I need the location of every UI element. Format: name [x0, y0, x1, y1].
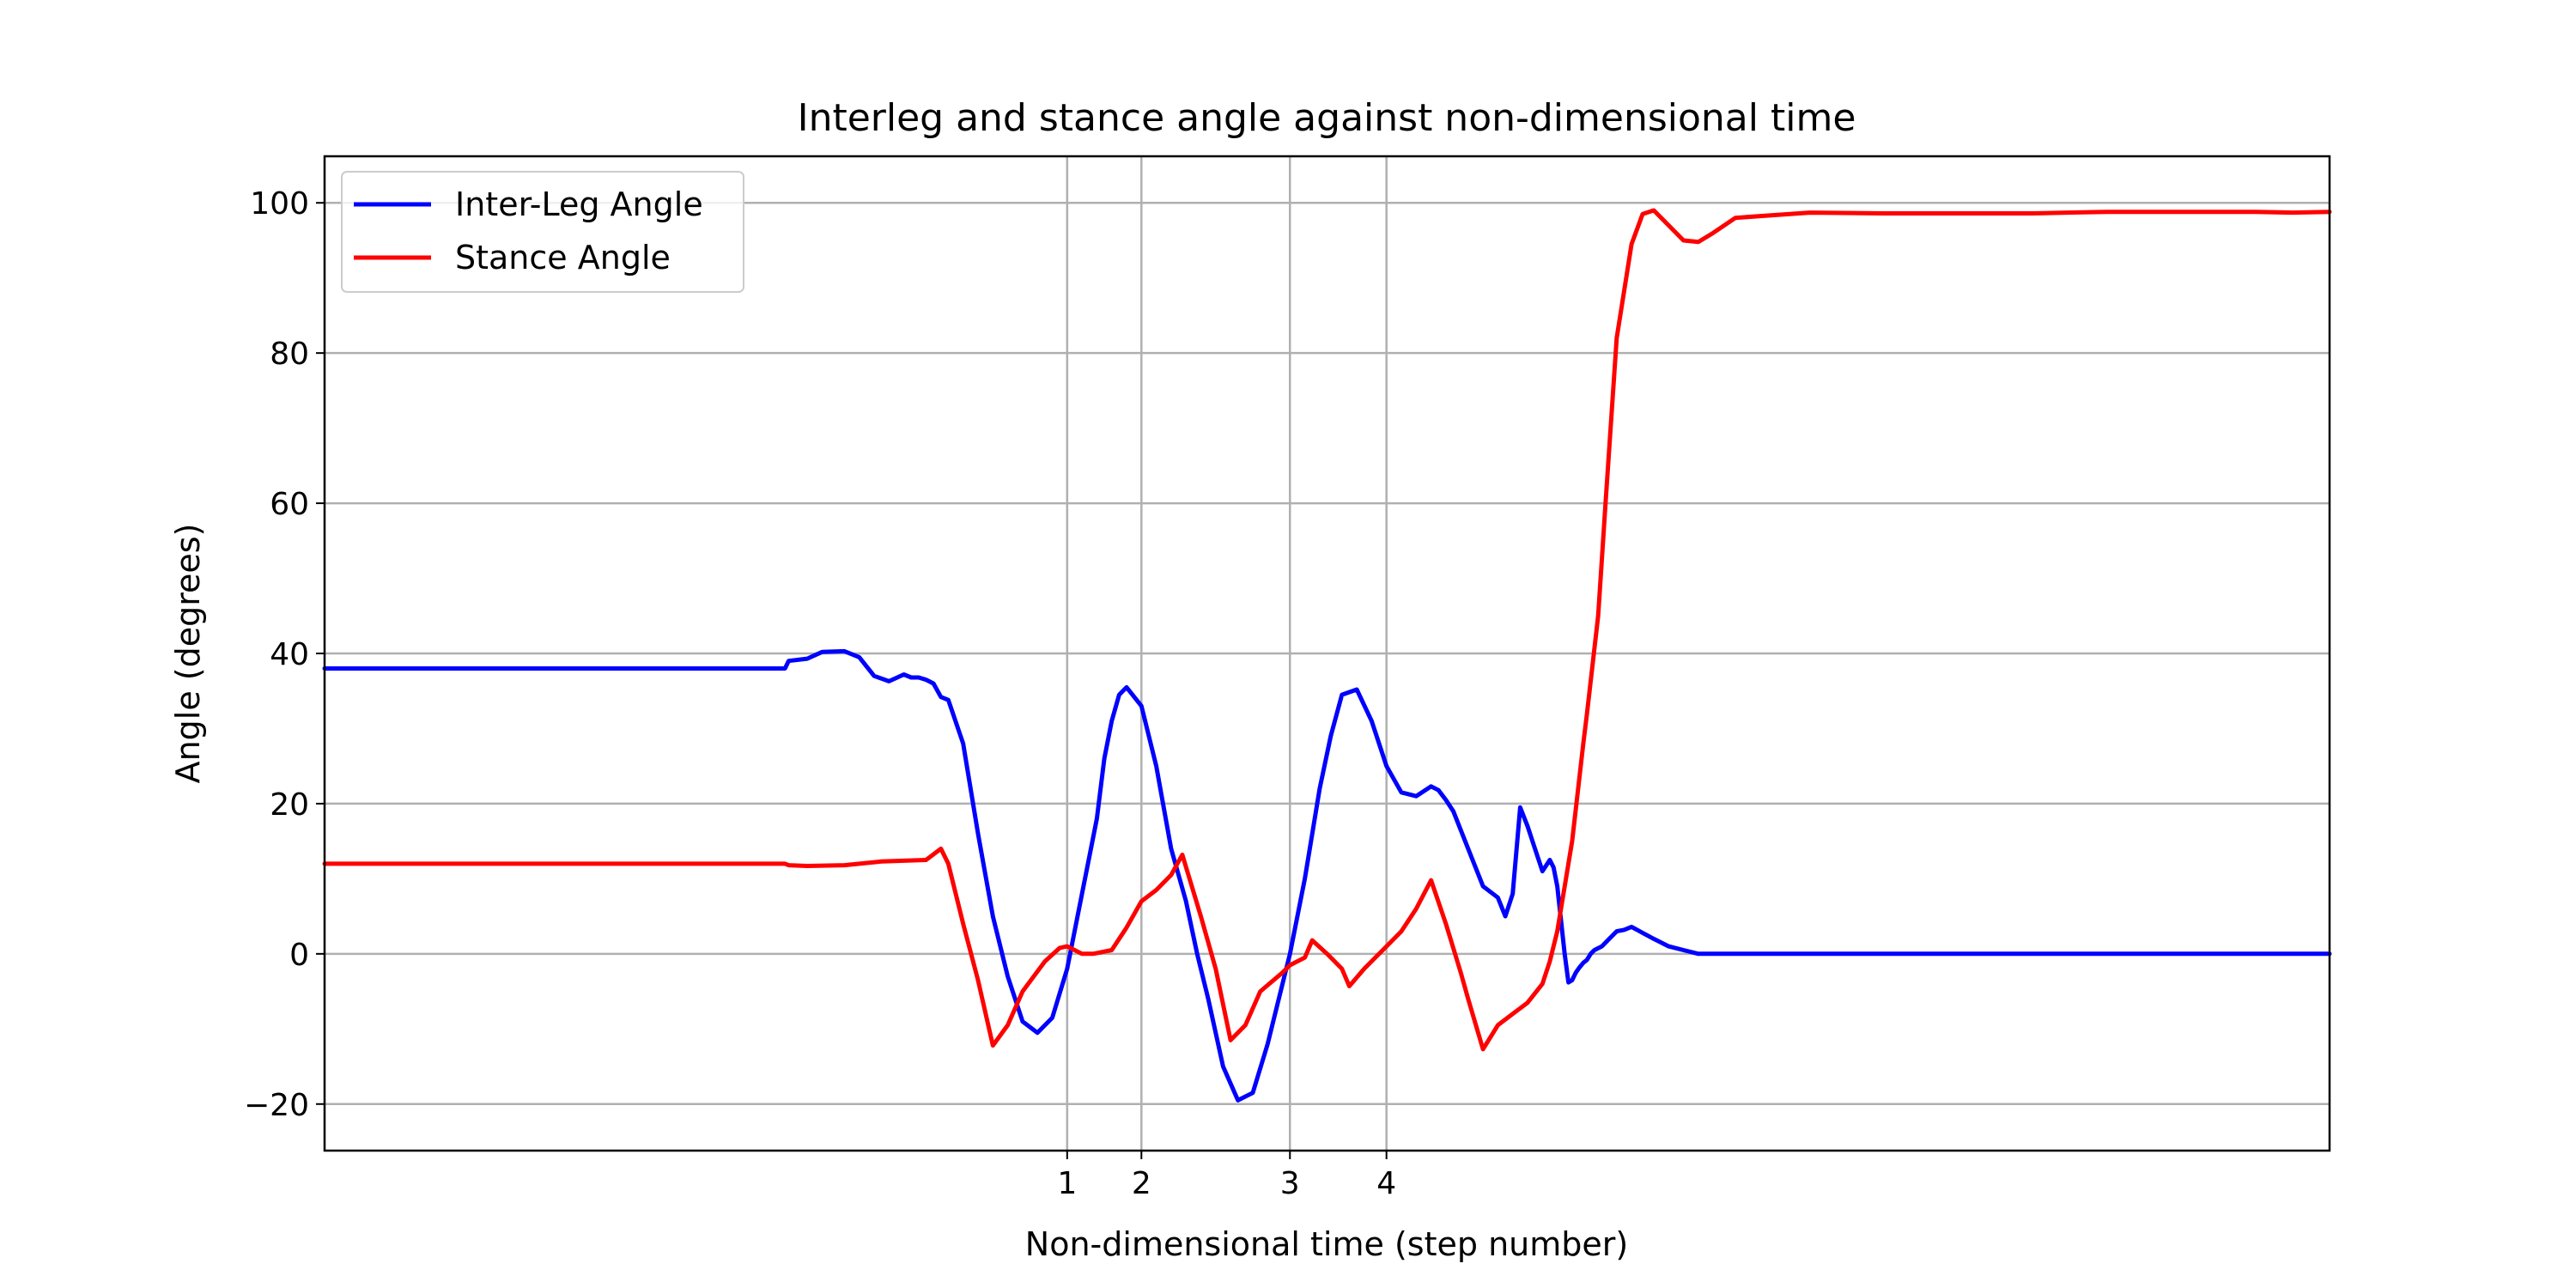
y-axis-label: Angle (degrees) [169, 524, 207, 784]
x-tick-label: 2 [1132, 1166, 1151, 1201]
x-tick-label: 4 [1376, 1166, 1396, 1201]
series-line-2 [322, 208, 2332, 1052]
x-tick-label: 1 [1057, 1166, 1077, 1201]
y-tick-label: 40 [270, 637, 309, 672]
legend-label: Stance Angle [455, 239, 671, 276]
legend: Inter-Leg Angle Stance Angle [341, 171, 744, 293]
y-tick-label: 80 [270, 337, 309, 372]
series-lines [322, 208, 2332, 1103]
y-axis-ticks: −20 0 20 40 60 80 100 [244, 186, 325, 1123]
y-tick-label: 20 [270, 787, 309, 823]
y-tick-label: −20 [244, 1088, 309, 1123]
y-tick-label: 60 [270, 487, 309, 522]
x-tick-label: 3 [1280, 1166, 1300, 1201]
legend-box [341, 171, 744, 293]
series-line-1 [322, 648, 2332, 1103]
chart-title: Interleg and stance angle against non-di… [798, 96, 1856, 140]
y-tick-label: 0 [289, 938, 309, 973]
y-tick-label: 100 [250, 186, 309, 222]
x-axis-label: Non-dimensional time (step number) [1025, 1225, 1628, 1263]
x-axis-ticks: 1 2 3 4 [1057, 1151, 1396, 1201]
legend-label: Inter-Leg Angle [455, 185, 703, 223]
